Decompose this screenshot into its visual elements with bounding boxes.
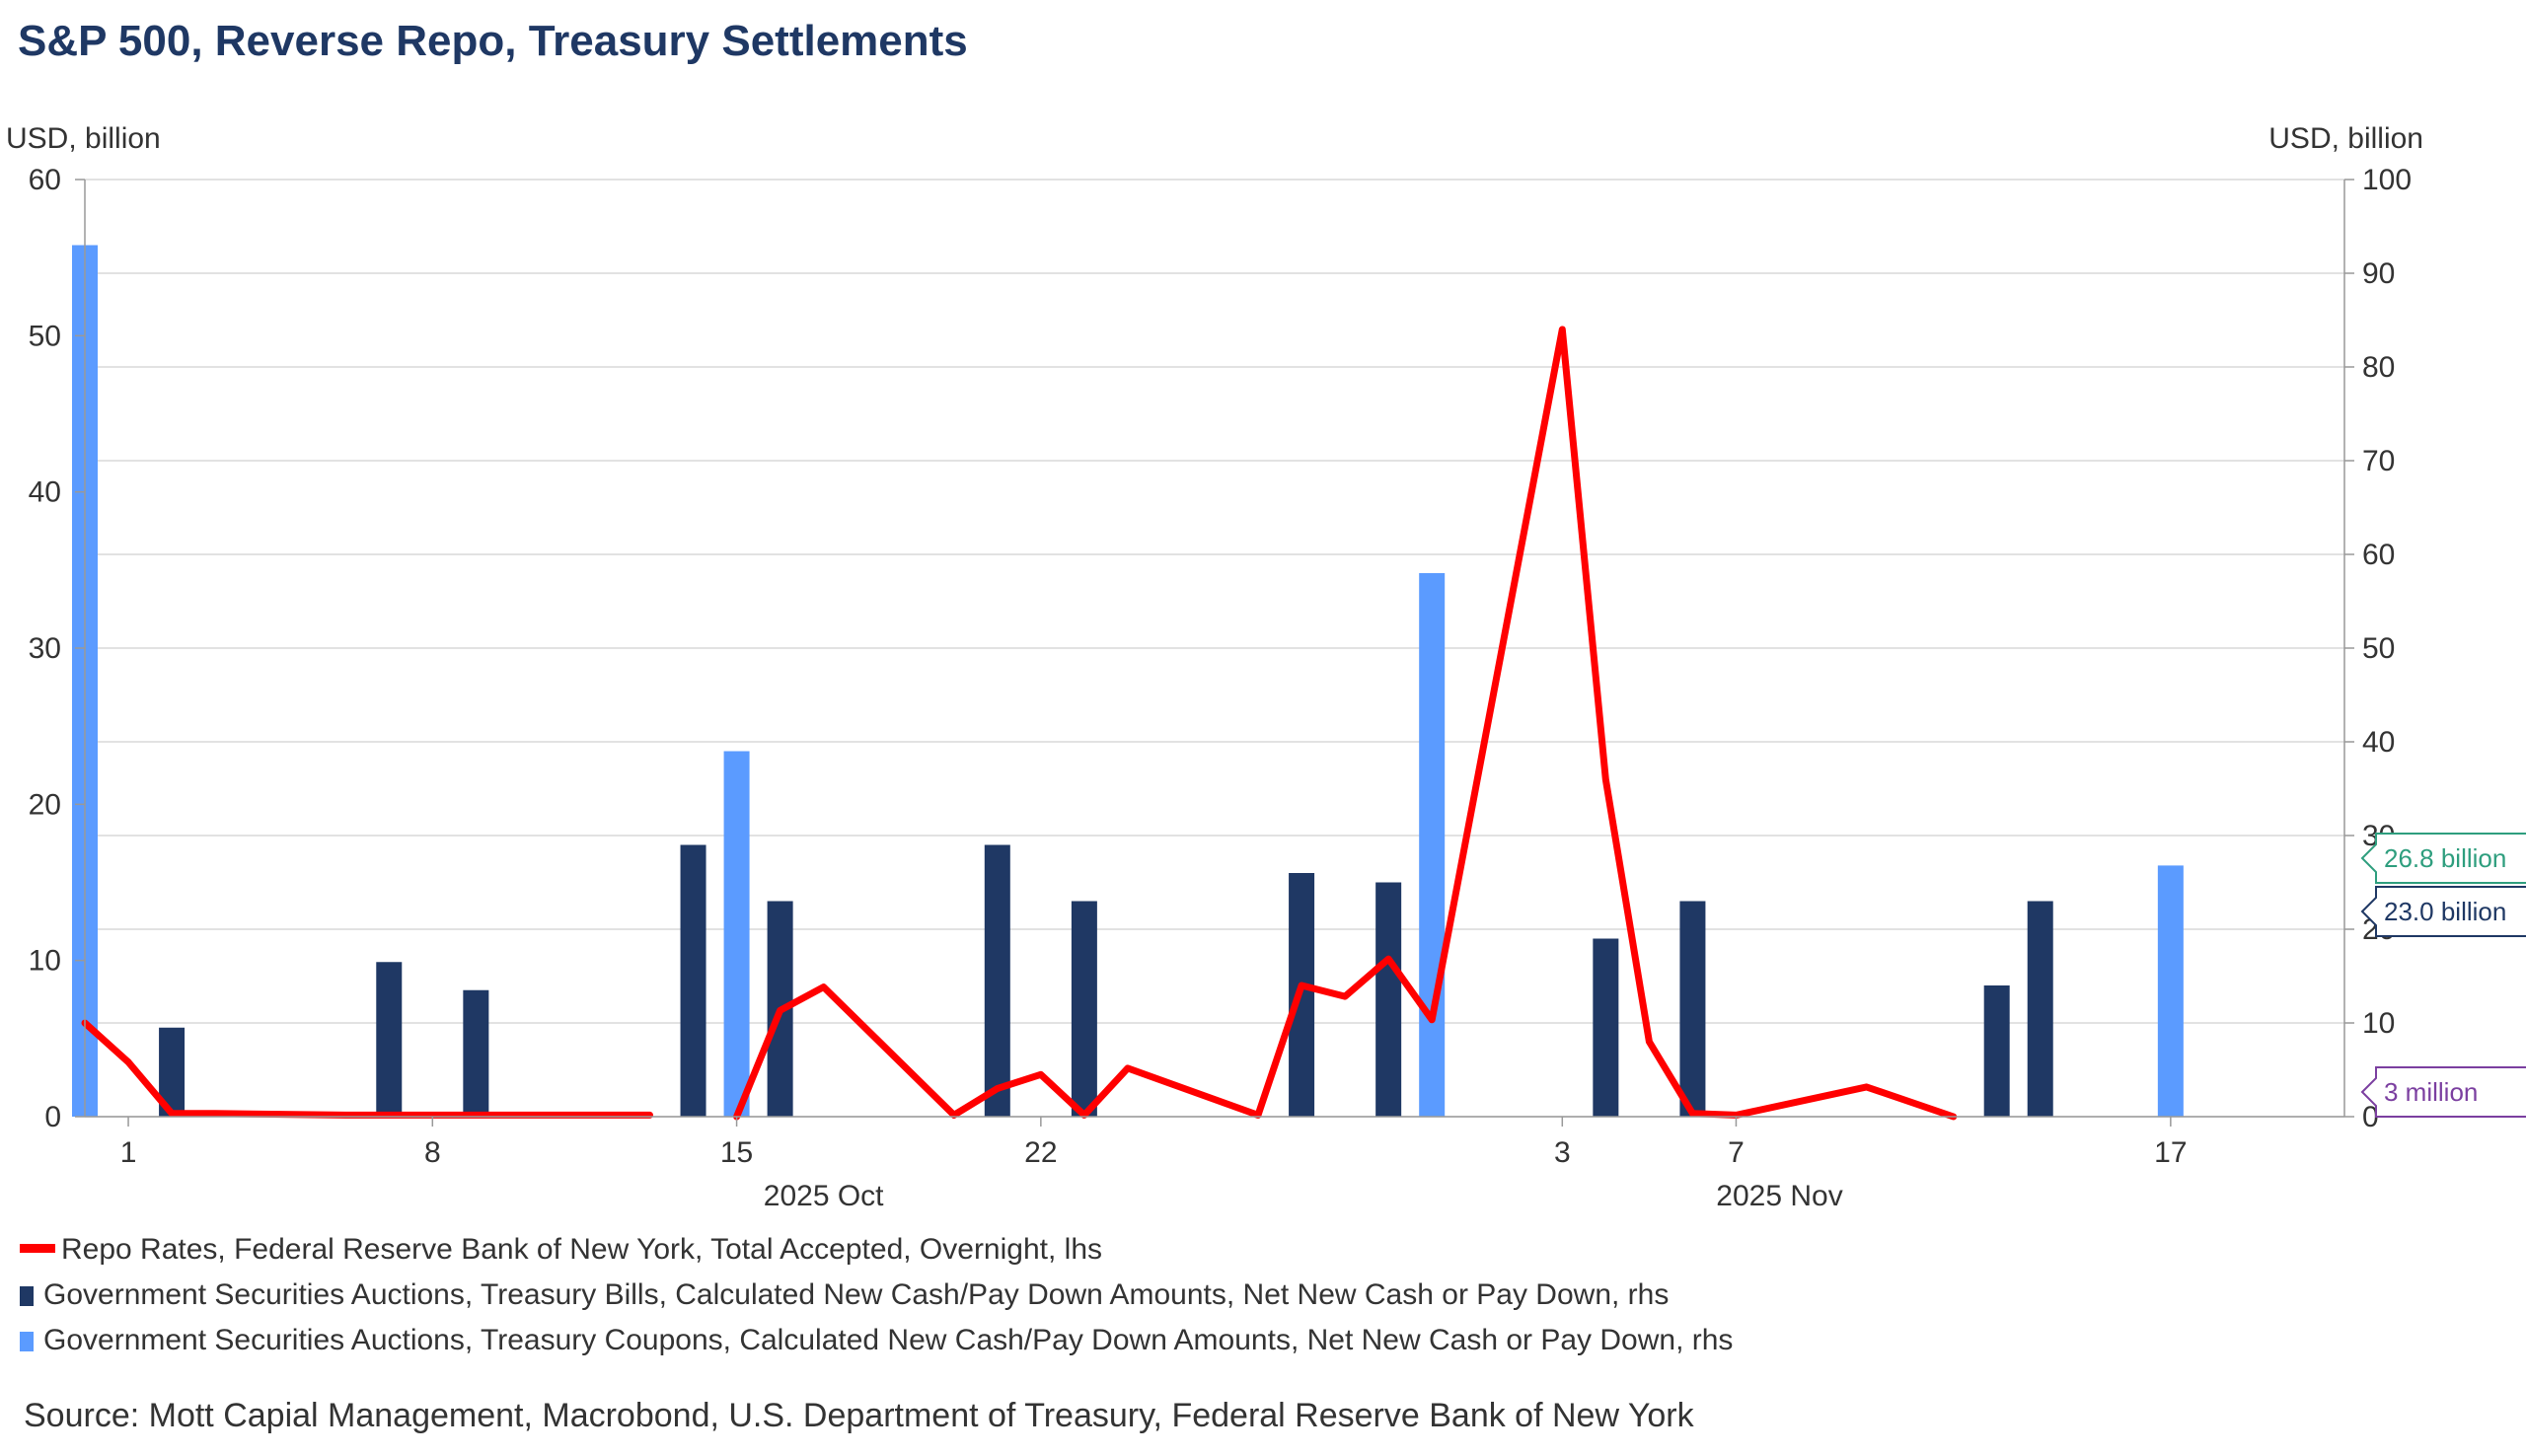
left-tick-label: 30 xyxy=(29,632,61,665)
right-tick-label: 40 xyxy=(2362,726,2395,759)
bills-bar xyxy=(1375,882,1402,1117)
x-month-label: 2025 Oct xyxy=(764,1180,884,1212)
x-tick-label: 15 xyxy=(720,1136,753,1169)
right-tick-label: 80 xyxy=(2362,351,2395,384)
value-callout-box xyxy=(2360,833,2526,884)
legend: Repo Rates, Federal Reserve Bank of New … xyxy=(20,1233,1733,1356)
left-tick-label: 0 xyxy=(44,1101,61,1133)
chart-title: S&P 500, Reverse Repo, Treasury Settleme… xyxy=(18,17,968,65)
source-note: Source: Mott Capial Management, Macrobon… xyxy=(24,1397,1695,1434)
legend-label-repo: Repo Rates, Federal Reserve Bank of New … xyxy=(61,1233,1102,1266)
left-tick-label: 50 xyxy=(29,320,61,352)
value-callout-label: 3 million xyxy=(2384,1077,2478,1107)
left-tick-label: 40 xyxy=(29,476,61,509)
line-series xyxy=(81,326,1958,1121)
grid-lines xyxy=(85,179,2344,1118)
bills-bar xyxy=(2027,901,2053,1117)
left-tick-label: 20 xyxy=(29,788,61,821)
value-callout: 3 million xyxy=(2360,1066,2526,1118)
right-tick-label: 90 xyxy=(2362,257,2395,290)
bills-bar xyxy=(1679,901,1706,1117)
value-callout: 23.0 billion xyxy=(2360,886,2526,937)
bills-bar xyxy=(984,844,1010,1117)
right-tick-label: 10 xyxy=(2362,1007,2395,1040)
value-callout-label: 26.8 billion xyxy=(2384,843,2506,873)
x-tick-label: 8 xyxy=(424,1136,441,1169)
legend-item-repo: Repo Rates, Federal Reserve Bank of New … xyxy=(20,1233,1102,1266)
bills-bar xyxy=(376,962,403,1117)
right-axis-unit: USD, billion xyxy=(2268,122,2423,155)
legend-label-coupons: Government Securities Auctions, Treasury… xyxy=(43,1324,1733,1356)
bills-bar xyxy=(1983,985,2010,1117)
legend-swatch-coupons xyxy=(20,1332,34,1351)
bar-series xyxy=(72,245,2184,1117)
repo-line xyxy=(733,326,1958,1121)
right-tick-label: 0 xyxy=(2362,1101,2379,1133)
x-tick-label: 22 xyxy=(1024,1136,1057,1169)
x-tick-label: 7 xyxy=(1728,1136,1745,1169)
axes: 0102030405060010203040506070809010018152… xyxy=(29,164,2412,1212)
right-tick-label: 100 xyxy=(2362,164,2412,196)
value-callout-label: 23.0 billion xyxy=(2384,897,2506,926)
bills-bar xyxy=(680,844,706,1117)
bills-bar xyxy=(1071,901,1097,1117)
x-tick-label: 17 xyxy=(2154,1136,2187,1169)
value-callout-box xyxy=(2360,1066,2526,1118)
legend-label-bills: Government Securities Auctions, Treasury… xyxy=(43,1278,1669,1311)
legend-swatch-repo xyxy=(20,1244,55,1253)
value-callout: 26.8 billion xyxy=(2360,833,2526,884)
bills-bar xyxy=(463,989,489,1117)
repo-line xyxy=(81,1019,653,1119)
x-tick-label: 1 xyxy=(120,1136,137,1169)
coupons-bar xyxy=(2157,865,2184,1117)
coupons-bar xyxy=(1419,573,1446,1117)
legend-swatch-bills xyxy=(20,1286,34,1306)
legend-item-coupons: Government Securities Auctions, Treasury… xyxy=(20,1324,1733,1356)
right-tick-label: 70 xyxy=(2362,445,2395,477)
value-callouts: 26.8 billion 23.0 billion 3 million xyxy=(2360,833,2526,1118)
left-tick-label: 60 xyxy=(29,164,61,196)
right-tick-label: 50 xyxy=(2362,632,2395,665)
x-tick-label: 3 xyxy=(1554,1136,1571,1169)
left-tick-label: 10 xyxy=(29,945,61,978)
x-month-label: 2025 Nov xyxy=(1716,1180,1842,1212)
legend-item-bills: Government Securities Auctions, Treasury… xyxy=(20,1278,1669,1311)
value-callout-box xyxy=(2360,886,2526,937)
bills-bar xyxy=(1593,938,1619,1117)
left-axis-unit: USD, billion xyxy=(6,122,161,155)
coupons-bar xyxy=(723,751,750,1117)
right-tick-label: 60 xyxy=(2362,539,2395,571)
